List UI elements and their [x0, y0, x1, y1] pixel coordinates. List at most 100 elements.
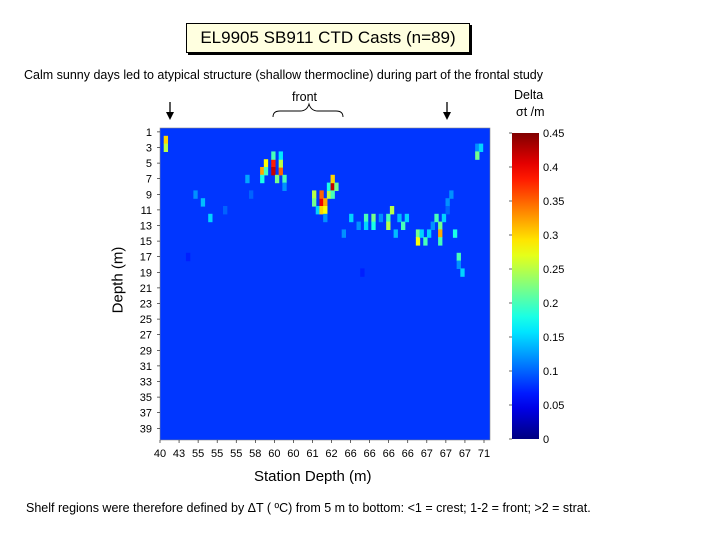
heatmap-cell-53 [415, 237, 421, 246]
colorbar-tick-label-6: 0.25 [543, 264, 564, 276]
heatmap-cell-70 [475, 143, 480, 152]
heatmap-background [160, 128, 490, 440]
colorbar-tick-label-4: 0.15 [543, 332, 564, 344]
colorbar-tick-label-10: 0.45 [543, 128, 564, 140]
heatmap-cell-72 [478, 143, 484, 152]
right-arrow-head [443, 112, 451, 120]
colorbar-tick-label-8: 0.35 [543, 196, 564, 208]
colorbar-title: Delta [514, 88, 544, 102]
heatmap-cell-6 [223, 206, 228, 215]
x-tick-label-11: 66 [344, 448, 356, 460]
heatmap-cell-68 [456, 260, 461, 269]
y-tick-label-13: 13 [140, 221, 152, 233]
heatmap-cell-33 [330, 182, 335, 191]
y-tick-label-29: 29 [140, 345, 152, 357]
x-tick-label-6: 58 [249, 448, 261, 460]
colorbar-unit: σt /m [516, 105, 545, 119]
footnote: Shelf regions were therefore defined by … [26, 501, 591, 515]
y-tick-label-31: 31 [140, 361, 152, 373]
heatmap-cell-59 [438, 221, 443, 230]
heatmap-cell-43 [371, 221, 376, 230]
x-tick-label-2: 43 [173, 448, 185, 460]
front-annotation: front [292, 90, 318, 104]
heatmap-cell-3 [193, 190, 198, 199]
heatmap-cell-32 [326, 182, 332, 191]
heatmap-cell-41 [363, 221, 369, 230]
heatmap-cell-30 [323, 213, 328, 223]
colorbar-tick-label-7: 0.3 [543, 230, 558, 242]
heatmap-cell-55 [423, 237, 428, 246]
heatmap-cell-48 [393, 229, 398, 238]
y-tick-label-5: 5 [146, 158, 152, 170]
x-tick-label-12: 66 [364, 448, 376, 460]
heatmap-cell-26 [319, 190, 324, 199]
y-tick-label-39: 39 [140, 423, 152, 435]
y-tick-label-17: 17 [140, 252, 152, 264]
chart-title: EL9905 SB911 CTD Casts (n=89) [186, 23, 470, 53]
heatmap-cell-76 [289, 237, 295, 246]
y-tick-label-19: 19 [140, 267, 152, 279]
heatmap-cell-31 [326, 190, 332, 199]
heatmap-cell-63 [445, 198, 450, 207]
x-tick-label-18: 71 [478, 448, 490, 460]
heatmap-cell-81 [452, 307, 458, 316]
heatmap-cell-60 [438, 229, 443, 238]
colorbar: 0 0.05 0.1 0.15 0.2 0.25 0.3 0.35 0.4 0.45 [509, 128, 564, 446]
heatmap-cell-17 [278, 167, 283, 176]
x-axis-label: Station Depth (m) [254, 468, 372, 485]
heatmap-cell-39 [356, 221, 361, 230]
heatmap-cell-54 [419, 229, 424, 238]
chart-subtitle: Calm sunny days led to atypical structur… [24, 68, 543, 82]
plot-frame [159, 127, 491, 441]
x-tick-label-15: 67 [421, 448, 433, 460]
heatmap-cell-38 [349, 213, 354, 223]
heatmap-cell-78 [360, 268, 365, 277]
heatmap-cell-22 [312, 190, 317, 199]
heatmap-cell-23 [312, 198, 317, 207]
heatmap-cell-51 [404, 213, 410, 223]
heatmap-cell-14 [271, 167, 276, 176]
heatmap-cell-21 [282, 182, 287, 191]
y-tick-label-23: 23 [140, 299, 152, 311]
heatmap-cell-62 [441, 213, 447, 223]
heatmap-cell-73 [174, 237, 180, 246]
heatmap-cell-79 [378, 362, 384, 371]
colorbar-tick-label-2: 0.05 [543, 400, 564, 412]
heatmap-cell-61 [438, 237, 443, 246]
heatmap-cell-1 [163, 135, 169, 145]
heatmap-cell-47 [389, 206, 395, 215]
y-tick-label-35: 35 [140, 392, 152, 404]
heatmap-cell-10 [260, 174, 265, 184]
heatmap-cell-65 [449, 190, 454, 199]
x-tick-label-17: 67 [459, 448, 471, 460]
x-tick-label-3: 55 [192, 448, 204, 460]
heatmap-cell-46 [386, 221, 391, 230]
y-tick-label-3: 3 [146, 143, 152, 155]
heatmap-cell-15 [271, 151, 276, 160]
heatmap-cell-77 [304, 260, 309, 269]
x-tick-label-1: 40 [154, 448, 166, 460]
heatmap-cell-64 [445, 206, 450, 215]
heatmap-cell-18 [278, 159, 283, 168]
heatmap-cell-52 [415, 229, 421, 238]
y-tick-label-7: 7 [146, 174, 152, 186]
heatmap-cell-71 [475, 151, 480, 160]
annotation-layer [166, 102, 451, 120]
heatmap-cell-4 [200, 198, 206, 207]
y-tick-label-37: 37 [140, 408, 152, 420]
y-tick-label-21: 21 [140, 283, 152, 295]
heatmap-cell-69 [460, 268, 465, 277]
y-tick-label-33: 33 [140, 377, 152, 389]
heatmap-cell-37 [341, 229, 346, 238]
colorbar-bar [512, 133, 539, 439]
heatmap-cell-2 [163, 143, 169, 152]
x-tick-label-16: 67 [440, 448, 452, 460]
x-tick-label-10: 62 [325, 448, 337, 460]
x-tick-label-13: 66 [383, 448, 395, 460]
x-tick-label-14: 66 [402, 448, 414, 460]
heatmap-cell-27 [319, 206, 324, 215]
colorbar-tick-label-3: 0.1 [543, 366, 558, 378]
heatmap-cell-20 [282, 174, 287, 184]
